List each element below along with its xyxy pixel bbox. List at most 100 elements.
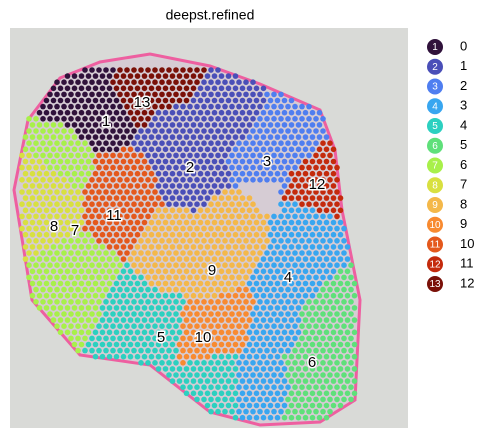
- spot: [257, 238, 263, 244]
- spot: [89, 213, 95, 220]
- spot: [173, 335, 179, 342]
- spot: [134, 195, 141, 201]
- spot: [204, 341, 211, 348]
- spot: [225, 390, 232, 397]
- spot: [239, 122, 246, 128]
- spot: [134, 244, 141, 250]
- spot: [162, 85, 169, 92]
- spot: [141, 109, 148, 116]
- spot: [68, 274, 74, 281]
- spot: [169, 353, 176, 360]
- spot: [243, 262, 249, 269]
- spot: [302, 256, 309, 262]
- spot: [229, 152, 235, 159]
- spot: [134, 268, 141, 275]
- spot: [85, 231, 92, 238]
- spot: [197, 292, 204, 299]
- spot: [295, 414, 302, 421]
- spot: [341, 299, 347, 305]
- spot: [85, 73, 92, 79]
- spot: [138, 311, 144, 317]
- spot: [204, 378, 211, 384]
- legend-marker: [427, 197, 443, 213]
- spot: [204, 256, 211, 262]
- spot: [190, 85, 197, 92]
- spot: [127, 109, 134, 116]
- spot: [145, 201, 151, 207]
- spot: [47, 201, 53, 207]
- spot: [306, 201, 312, 207]
- spot: [138, 128, 144, 134]
- spot: [271, 286, 277, 293]
- spot: [166, 140, 172, 146]
- spot: [204, 195, 211, 201]
- spot: [194, 396, 200, 403]
- spot: [26, 274, 32, 281]
- spot: [299, 299, 305, 305]
- spot: [306, 262, 312, 269]
- spot: [295, 341, 302, 348]
- spot: [341, 250, 347, 256]
- spot: [302, 390, 309, 397]
- spot: [316, 183, 323, 189]
- spot: [295, 231, 302, 238]
- spot: [166, 286, 172, 293]
- spot: [337, 292, 344, 299]
- spot: [22, 158, 29, 165]
- spot: [218, 195, 225, 201]
- spot: [166, 189, 172, 195]
- spot: [264, 116, 270, 122]
- spot: [222, 128, 228, 134]
- spot: [43, 280, 50, 287]
- spot: [131, 311, 137, 317]
- spot: [120, 341, 127, 348]
- spot: [180, 67, 186, 73]
- spot: [26, 225, 32, 232]
- spot: [330, 170, 337, 177]
- spot: [103, 177, 109, 183]
- spot: [124, 91, 130, 98]
- spot: [306, 116, 312, 122]
- spot: [82, 177, 88, 183]
- spot: [236, 103, 242, 110]
- spot: [271, 213, 277, 220]
- spot: [271, 116, 277, 122]
- spot: [47, 177, 53, 183]
- spot: [253, 378, 260, 384]
- spot: [253, 268, 260, 275]
- spot: [337, 366, 344, 372]
- spot: [351, 317, 358, 323]
- spot: [264, 164, 270, 171]
- spot: [85, 329, 92, 336]
- spot: [141, 353, 148, 360]
- spot: [187, 177, 193, 183]
- spot: [131, 274, 137, 281]
- spot: [166, 250, 172, 256]
- spot: [232, 341, 239, 348]
- spot: [138, 262, 144, 269]
- spot: [169, 329, 176, 336]
- spot: [225, 195, 232, 201]
- spot: [299, 360, 305, 366]
- spot: [78, 317, 85, 323]
- spot: [204, 170, 211, 177]
- spot: [243, 408, 249, 415]
- spot: [82, 335, 88, 342]
- spot: [302, 244, 309, 250]
- spot: [50, 317, 57, 323]
- spot: [61, 238, 67, 244]
- spot: [61, 116, 67, 122]
- spot: [239, 195, 246, 201]
- spot: [320, 262, 326, 269]
- spot: [64, 73, 71, 79]
- spot: [99, 73, 106, 79]
- cluster-label: 6: [308, 354, 316, 371]
- spot: [243, 396, 249, 403]
- spot: [271, 396, 277, 403]
- spot: [64, 219, 71, 226]
- spot: [54, 164, 60, 171]
- spot: [33, 201, 39, 207]
- spot: [215, 384, 221, 391]
- legend-marker-label: 7: [432, 161, 438, 172]
- spot: [292, 225, 298, 232]
